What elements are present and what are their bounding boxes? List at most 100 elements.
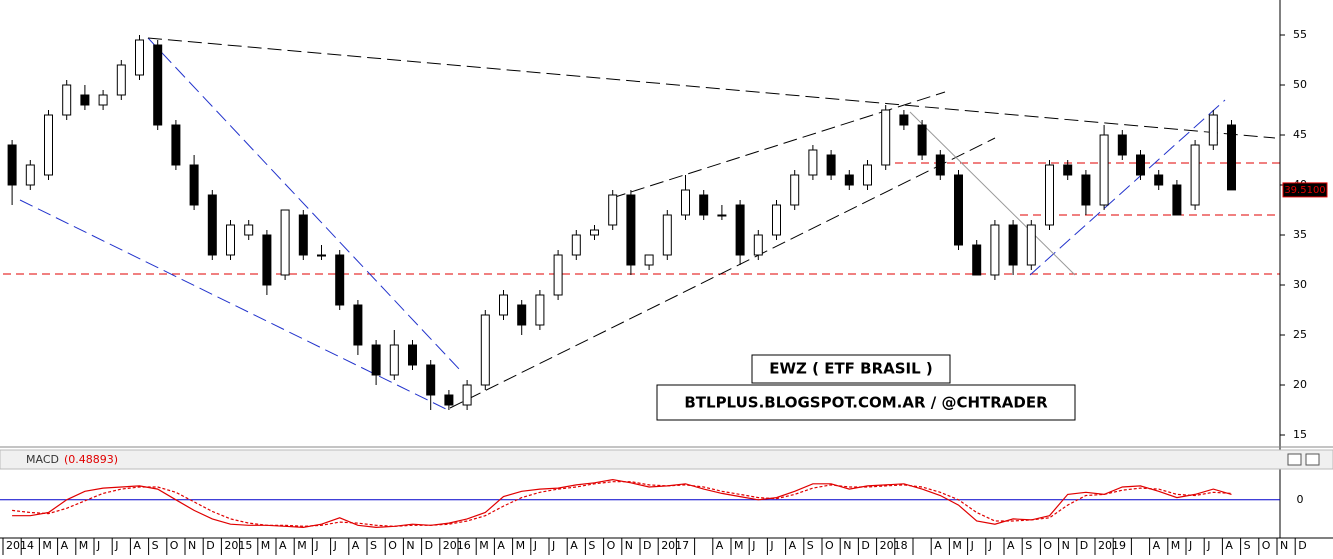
x-tick-label: S bbox=[152, 539, 159, 552]
trend-line bbox=[449, 137, 996, 409]
candle-body bbox=[44, 114, 53, 176]
candle-body bbox=[280, 209, 290, 276]
x-tick-label: S bbox=[588, 539, 595, 552]
x-tick-label: 2017 bbox=[661, 539, 689, 552]
candle-body bbox=[590, 229, 599, 236]
candle-body bbox=[954, 174, 963, 246]
candle-body bbox=[972, 244, 982, 276]
candle-body bbox=[571, 234, 581, 256]
candle-body bbox=[7, 144, 17, 186]
x-tick-label: A bbox=[133, 539, 141, 552]
candle-body bbox=[62, 84, 72, 116]
candle-body bbox=[298, 214, 308, 256]
annotation-box bbox=[656, 384, 1076, 421]
candle-body bbox=[1208, 114, 1218, 146]
indicator-header bbox=[0, 449, 1333, 470]
candle-body bbox=[189, 164, 199, 206]
x-tick-label: D bbox=[206, 539, 214, 552]
candle-body bbox=[844, 174, 854, 186]
x-tick-label: N bbox=[188, 539, 196, 552]
candle-body bbox=[116, 64, 126, 96]
annotation: EWZ ( ETF BRASIL ) bbox=[769, 360, 933, 378]
candle-body bbox=[772, 204, 781, 236]
candle-body bbox=[1227, 124, 1236, 191]
x-tick-label: M bbox=[734, 539, 744, 552]
y-tick-label: 30 bbox=[1293, 278, 1307, 291]
x-tick-label: J bbox=[96, 539, 100, 552]
y-tick-label: 45 bbox=[1293, 128, 1307, 141]
x-tick-label: N bbox=[406, 539, 414, 552]
x-tick-label: J bbox=[1188, 539, 1192, 552]
x-tick-label: A bbox=[934, 539, 942, 552]
x-tick-label: A bbox=[352, 539, 360, 552]
y-tick-label: 50 bbox=[1293, 78, 1307, 91]
x-tick-label: M bbox=[42, 539, 52, 552]
x-tick-label: J bbox=[970, 539, 974, 552]
x-tick-label: 2014 bbox=[6, 539, 34, 552]
x-tick-label: A bbox=[570, 539, 578, 552]
x-tick-label: D bbox=[425, 539, 433, 552]
candle-body bbox=[1154, 174, 1164, 186]
candle-body bbox=[335, 254, 345, 306]
candle-body bbox=[644, 254, 654, 266]
candle-body bbox=[935, 154, 945, 176]
price-label: 39.5100 bbox=[1284, 185, 1325, 196]
candle-body bbox=[207, 194, 217, 256]
panel-button[interactable] bbox=[1287, 453, 1302, 466]
x-tick-label: N bbox=[625, 539, 633, 552]
y-tick-label: 35 bbox=[1293, 228, 1307, 241]
x-tick-label: J bbox=[769, 539, 773, 552]
y-tick-label: 15 bbox=[1293, 428, 1307, 441]
candle-body bbox=[608, 194, 618, 226]
x-tick-label: J bbox=[751, 539, 755, 552]
candle-body bbox=[153, 44, 163, 126]
candle-body bbox=[444, 394, 454, 406]
y-tick-label: 0 bbox=[1297, 493, 1304, 506]
candle-body bbox=[1026, 224, 1036, 266]
candle-body bbox=[1117, 134, 1127, 156]
candle-body bbox=[317, 254, 326, 257]
candle-body bbox=[226, 224, 235, 256]
candle-body bbox=[808, 149, 818, 176]
candle-body bbox=[662, 214, 672, 256]
x-tick-label: O bbox=[170, 539, 179, 552]
candle-body bbox=[408, 344, 417, 366]
x-tick-label: J bbox=[551, 539, 555, 552]
candle-body bbox=[353, 304, 363, 346]
candle-body bbox=[699, 194, 709, 216]
candle-body bbox=[135, 39, 144, 76]
candle-body bbox=[753, 234, 763, 256]
candle-body bbox=[535, 294, 545, 326]
x-tick-label: M bbox=[952, 539, 962, 552]
candle-body bbox=[1081, 174, 1091, 206]
candle-body bbox=[462, 384, 472, 406]
candle-body bbox=[1136, 154, 1145, 176]
trend-line bbox=[1029, 99, 1226, 276]
candle-body bbox=[389, 344, 399, 376]
candle-body bbox=[171, 124, 181, 166]
candle-body bbox=[1172, 184, 1182, 216]
x-tick-label: 2016 bbox=[443, 539, 471, 552]
candle-body bbox=[681, 189, 690, 216]
candle-body bbox=[1008, 224, 1018, 266]
candle-body bbox=[899, 114, 909, 126]
candle-body bbox=[790, 174, 800, 206]
candle-body bbox=[1099, 134, 1109, 206]
x-tick-label: S bbox=[807, 539, 814, 552]
x-tick-label: M bbox=[79, 539, 89, 552]
x-tick-label: N bbox=[843, 539, 851, 552]
x-tick-label: D bbox=[643, 539, 651, 552]
candle-body bbox=[881, 109, 891, 166]
price-panel: 15202530354045505539.5100 bbox=[7, 28, 1328, 441]
x-tick-label: S bbox=[1025, 539, 1032, 552]
candle-body bbox=[80, 94, 90, 106]
candle-body bbox=[1190, 144, 1200, 206]
x-tick-label: A bbox=[1153, 539, 1161, 552]
x-tick-label: J bbox=[533, 539, 537, 552]
candle-body bbox=[917, 124, 927, 156]
indicator-title: MACD bbox=[26, 453, 59, 466]
x-tick-label: A bbox=[1225, 539, 1233, 552]
candle-body bbox=[1063, 164, 1073, 176]
panel-button[interactable] bbox=[1305, 453, 1320, 466]
x-tick-label: O bbox=[607, 539, 616, 552]
